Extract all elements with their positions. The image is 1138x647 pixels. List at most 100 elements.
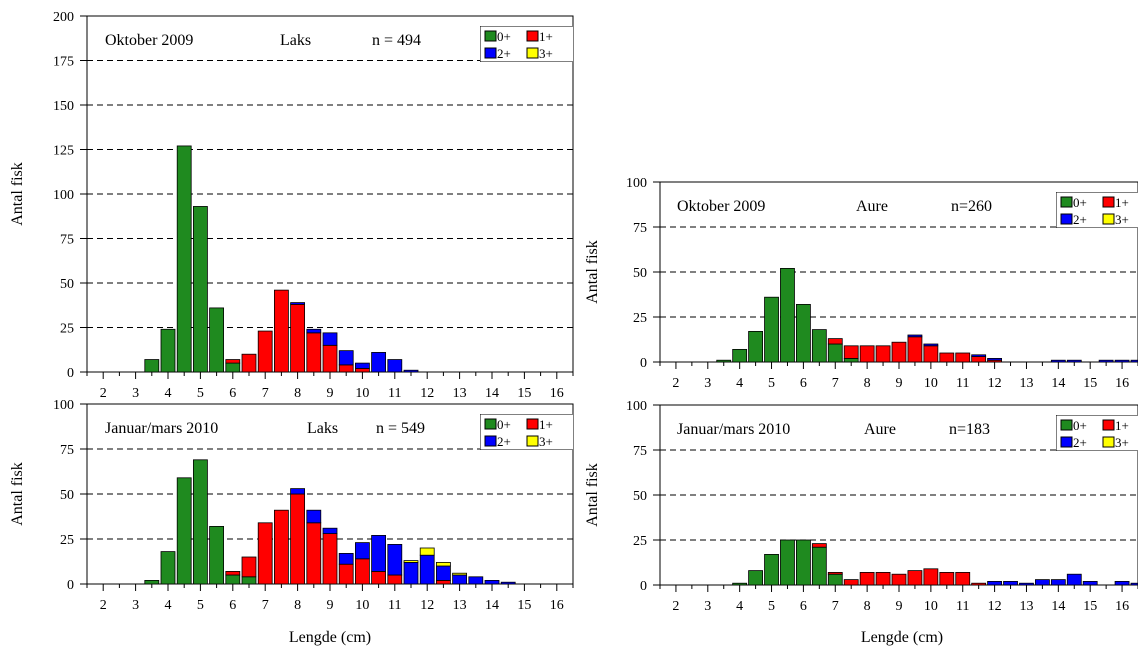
- bar-segment-2plus: [338, 350, 354, 366]
- x-tick-label: 15: [517, 386, 531, 401]
- bar-segment-2plus: [354, 542, 370, 560]
- bar-segment-0plus: [192, 459, 208, 585]
- bar-segment-1plus: [907, 336, 923, 363]
- x-axis-title: Lengde (cm): [289, 629, 371, 646]
- x-tick-label: 5: [768, 599, 775, 614]
- x-tick-label: 12: [988, 599, 1002, 614]
- bar-segment-0plus: [209, 307, 225, 373]
- bar-segment-2plus: [987, 581, 1002, 586]
- bar-segment-1plus: [241, 556, 257, 578]
- bar-segment-2plus: [1098, 359, 1114, 363]
- legend-swatch: [526, 30, 539, 42]
- legend-items: 0+ 1+ 2+ 3+: [484, 29, 553, 61]
- x-tick-label: 10: [924, 376, 938, 391]
- bar-segment-2plus: [1019, 582, 1034, 586]
- bar-segment-0plus: [160, 328, 176, 373]
- bar-segment-1plus: [971, 356, 987, 363]
- bar-segment-1plus: [843, 345, 859, 359]
- x-tick-label: 13: [453, 386, 467, 401]
- bar-segment-0plus: [144, 580, 160, 585]
- bar-segment-0plus: [811, 329, 827, 363]
- legend-label: 0+: [497, 29, 511, 44]
- bar-segment-0plus: [843, 357, 859, 363]
- y-axis-title: Antal fisk: [584, 240, 601, 304]
- legend-swatch: [526, 47, 539, 59]
- bar-segment-0plus: [764, 296, 779, 363]
- bar-segment-2plus: [1050, 359, 1066, 363]
- bar-segment-2plus: [923, 343, 939, 347]
- y-tick-label: 100: [626, 176, 647, 191]
- legend-swatch: [526, 435, 539, 447]
- bar-segment-1plus: [955, 352, 971, 363]
- bar-segment-2plus: [306, 328, 322, 334]
- sample-size-label: n=260: [951, 198, 992, 215]
- bar-segment-1plus: [306, 522, 322, 585]
- bar-segment-1plus: [939, 352, 955, 363]
- histogram-panel: 0 25 50 75 100 2 3 4 5 6 7 8 9 10 11 12 13 14 15 16 Oktober …: [584, 176, 1138, 391]
- bar-segment-2plus: [435, 565, 451, 581]
- x-tick-label: 10: [924, 599, 938, 614]
- bar-segment-2plus: [1082, 581, 1098, 586]
- x-tick-label: 13: [1019, 599, 1033, 614]
- bar-segment-3plus: [435, 562, 451, 567]
- bar-segment-2plus: [322, 527, 338, 535]
- y-tick-label: 175: [53, 55, 74, 70]
- bar-segment-0plus: [144, 359, 160, 373]
- y-tick-label: 75: [633, 444, 647, 459]
- y-tick-label: 25: [60, 322, 74, 337]
- bar-segment-1plus: [354, 368, 370, 373]
- y-tick-label: 0: [640, 579, 647, 594]
- bar-segment-2plus: [971, 354, 987, 357]
- x-tick-label: 7: [262, 386, 269, 401]
- y-tick-label: 50: [633, 266, 647, 281]
- bar-segment-2plus: [500, 581, 516, 585]
- legend-swatch: [484, 30, 497, 42]
- bar-segment-1plus: [225, 571, 241, 576]
- x-tick-label: 12: [420, 386, 434, 401]
- bar-segment-2plus: [1035, 579, 1050, 586]
- bar-segment-0plus: [209, 526, 225, 585]
- bar-segment-0plus: [796, 539, 811, 586]
- species-label: Aure: [864, 421, 896, 438]
- y-tick-label: 50: [633, 489, 647, 504]
- bar-segment-0plus: [732, 348, 748, 363]
- x-tick-label: 13: [453, 598, 467, 613]
- sample-size-label: n = 549: [376, 420, 425, 437]
- x-tick-label: 4: [165, 598, 172, 613]
- bar-segment-2plus: [1130, 359, 1138, 363]
- x-tick-label: 16: [1115, 599, 1129, 614]
- histogram-panel: 0 25 50 75 100 2 3 4 5 6 7 8 9 10 11 12 13 14 15 16 Januar/m…: [584, 399, 1138, 646]
- y-tick-label: 75: [633, 221, 647, 236]
- legend-label: 3+: [539, 46, 553, 61]
- bar-segment-2plus: [290, 302, 306, 305]
- bar-segment-2plus: [452, 574, 468, 585]
- y-tick-label: 200: [53, 10, 74, 25]
- legend-label: 2+: [497, 46, 511, 61]
- sample-size-label: n = 494: [372, 32, 421, 49]
- x-tick-label: 10: [355, 386, 369, 401]
- x-tick-label: 11: [388, 598, 401, 613]
- bar-segment-2plus: [419, 554, 435, 585]
- x-tick-label: 11: [388, 386, 401, 401]
- x-tick-label: 8: [294, 386, 301, 401]
- bar-segment-2plus: [1114, 581, 1130, 586]
- x-tick-label: 2: [672, 376, 679, 391]
- bar-segment-0plus: [796, 303, 811, 363]
- bar-segment-0plus: [748, 570, 763, 586]
- bar-segment-1plus: [827, 338, 843, 345]
- legend-items: 0+ 1+ 2+ 3+: [484, 417, 553, 449]
- legend-swatch: [1102, 436, 1115, 448]
- y-axis-title: Antal fisk: [584, 463, 601, 527]
- bar-segment-0plus: [160, 551, 176, 585]
- y-tick-label: 50: [60, 277, 74, 292]
- legend-label: 0+: [497, 417, 511, 432]
- bar-segment-1plus: [907, 570, 923, 586]
- x-axis-title: Lengde (cm): [861, 629, 943, 646]
- bar-segment-0plus: [192, 206, 208, 373]
- y-tick-label: 0: [67, 366, 74, 381]
- x-tick-label: 2: [672, 599, 679, 614]
- bar-segment-1plus: [257, 522, 273, 585]
- x-tick-label: 10: [355, 598, 369, 613]
- y-tick-label: 150: [53, 99, 74, 114]
- legend: 0+ 1+ 2+ 3+: [1056, 192, 1138, 228]
